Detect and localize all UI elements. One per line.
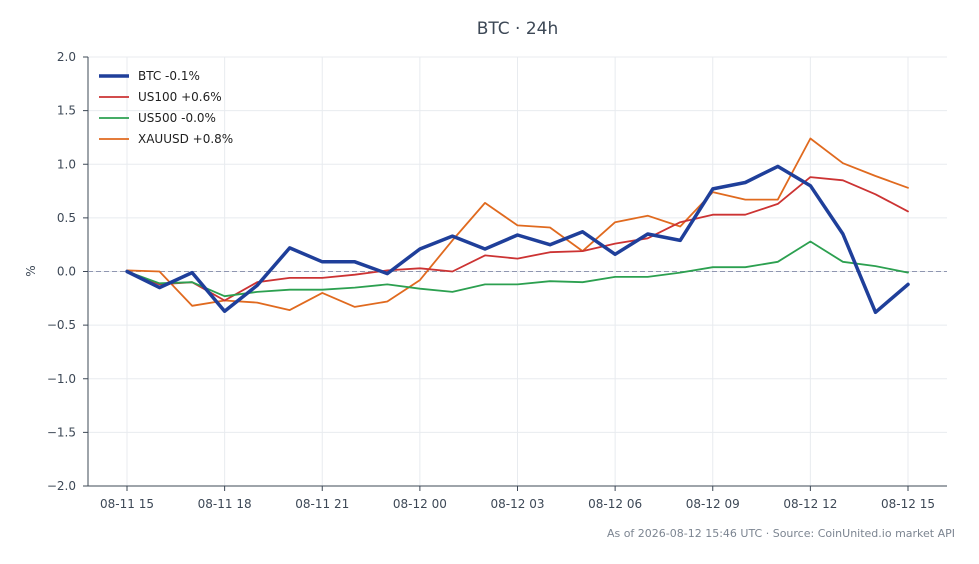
y-tick-label: 1.5	[57, 104, 76, 118]
x-tick-label: 08-11 18	[198, 497, 252, 511]
series-line	[125, 164, 910, 315]
y-tick-label: 0.0	[57, 265, 76, 279]
y-tick-label: −1.0	[47, 372, 76, 386]
y-tick-label: −0.5	[47, 318, 76, 332]
x-tick-label: 08-12 03	[491, 497, 545, 511]
y-axis-label: %	[24, 265, 38, 276]
x-tick-label: 08-12 12	[783, 497, 837, 511]
series-line	[126, 176, 909, 302]
x-tick-label: 08-12 06	[588, 497, 642, 511]
legend-label: US100 +0.6%	[138, 90, 222, 104]
chart-title: BTC · 24h	[476, 19, 559, 39]
x-tick-label: 08-12 15	[881, 497, 935, 511]
legend-label: XAUUSD +0.8%	[138, 132, 233, 146]
series	[125, 137, 910, 315]
x-tick-labels: 08-11 15 08-11 18 08-11 21 08-12 00 08-12 03…	[100, 486, 935, 511]
y-tick-label: −1.5	[47, 425, 76, 439]
legend-label: US500 -0.0%	[138, 111, 216, 125]
y-tick-label: 0.5	[57, 211, 76, 225]
x-tick-label: 08-12 09	[686, 497, 740, 511]
x-tick-label: 08-11 21	[295, 497, 349, 511]
y-tick-label: 1.0	[57, 157, 76, 171]
y-tick-label: −2.0	[47, 479, 76, 493]
x-tick-label: 08-12 00	[393, 497, 447, 511]
series-line	[126, 240, 909, 298]
y-tick-labels: 2.0 1.5 1.0 0.5 0.0 −0.5 −1.0 −1.5 −2.0	[47, 50, 88, 493]
source-note: As of 2026-08-12 15:46 UTC · Source: Coi…	[606, 527, 955, 540]
legend-label: BTC -0.1%	[138, 69, 200, 83]
legend: BTC -0.1% US100 +0.6% US500 -0.0% XAUUSD +0…	[99, 69, 233, 146]
x-tick-label: 08-11 15	[100, 497, 154, 511]
series-line	[126, 137, 909, 312]
y-tick-label: 2.0	[57, 50, 76, 64]
